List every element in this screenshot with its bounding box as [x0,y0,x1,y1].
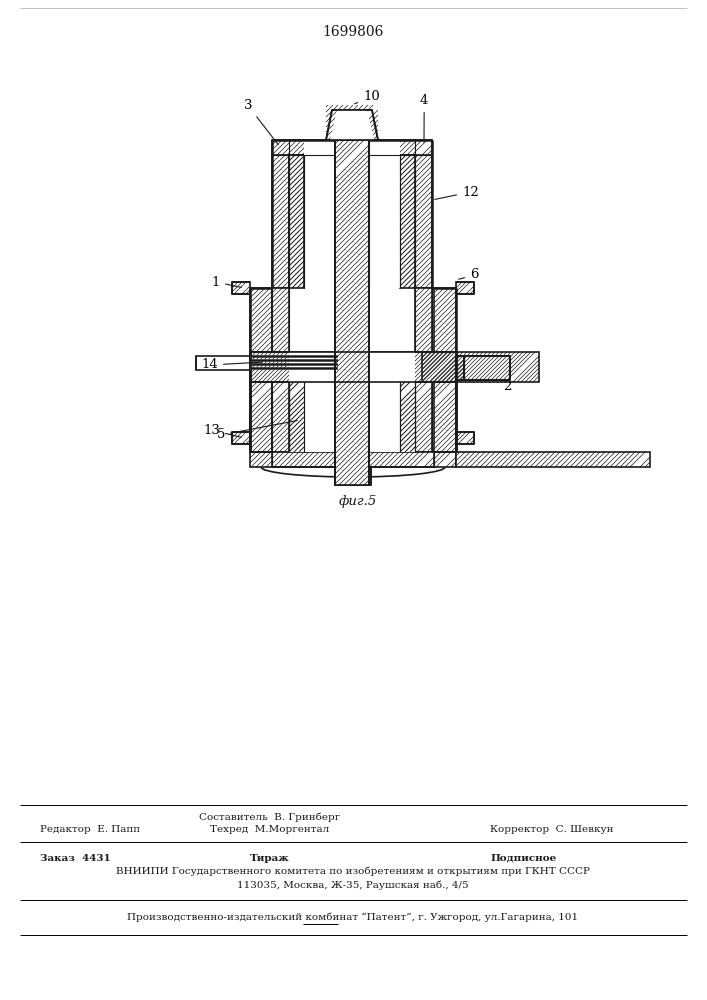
Bar [415,288,432,352]
Text: Редактор  Е. Папп: Редактор Е. Папп [40,825,140,834]
Text: 113035, Москва, Ж-35, Раушская наб., 4/5: 113035, Москва, Ж-35, Раушская наб., 4/5 [237,880,469,890]
Bar [289,155,304,288]
Bar [415,155,432,288]
Bar [464,356,510,380]
Text: Заказ  4431: Заказ 4431 [40,854,111,863]
Text: 2: 2 [503,371,511,393]
Bar [196,356,250,370]
Text: 5: 5 [216,421,297,442]
Bar [250,359,337,361]
Text: 3: 3 [244,99,279,145]
Bar [272,140,432,155]
Text: Производственно-издательский комбинат “Патент”, г. Ужгород, ул.Гагарина, 101: Производственно-издательский комбинат “П… [127,912,578,922]
Polygon shape [330,110,374,140]
Bar [289,382,335,452]
Bar [195,120,525,490]
Bar [335,467,371,485]
Bar [289,382,335,452]
Bar [400,155,415,288]
Bar [456,432,474,444]
Bar [250,382,272,452]
Bar [369,155,400,288]
Bar [250,355,337,357]
Text: Корректор  С. Шевкун: Корректор С. Шевкун [490,825,614,834]
Text: ВНИИПИ Государственного комитета по изобретениям и открытиям при ГКНТ СССР: ВНИИПИ Государственного комитета по изоб… [116,867,590,876]
Text: фиг.5: фиг.5 [339,495,377,508]
Bar [272,452,434,467]
Bar [456,452,650,467]
Bar [369,382,400,452]
Bar [369,140,400,288]
Bar [250,367,337,369]
Bar [369,382,415,452]
Bar [272,155,289,288]
Text: Тираж: Тираж [250,854,290,863]
Text: 13: 13 [203,424,241,437]
Bar [304,155,335,288]
Bar [250,363,337,365]
Bar [335,140,369,485]
Bar [335,140,369,288]
Text: 12: 12 [435,186,479,199]
Bar [250,288,272,352]
Bar [250,452,456,467]
Text: Техред  М.Моргентал: Техред М.Моргентал [211,825,329,834]
Bar [232,282,250,294]
Bar [289,352,335,382]
Text: Составитель  В. Гринберг: Составитель В. Гринберг [199,813,341,822]
Bar [232,432,250,444]
Text: 1: 1 [211,275,241,288]
Text: Подписное: Подписное [490,854,556,863]
Bar [434,382,456,452]
Text: 4: 4 [420,94,428,142]
Text: 6: 6 [459,268,479,282]
Bar [369,352,415,382]
Text: 10: 10 [354,90,380,104]
Bar [456,282,474,294]
Bar [434,288,456,352]
Bar [456,356,464,380]
Text: 14: 14 [201,359,262,371]
Bar [272,288,289,352]
Bar [250,352,456,382]
Bar [304,140,335,288]
Bar [415,382,432,452]
Bar [422,352,539,382]
Text: 1699806: 1699806 [322,25,384,39]
Polygon shape [326,110,378,140]
Bar [272,382,289,452]
